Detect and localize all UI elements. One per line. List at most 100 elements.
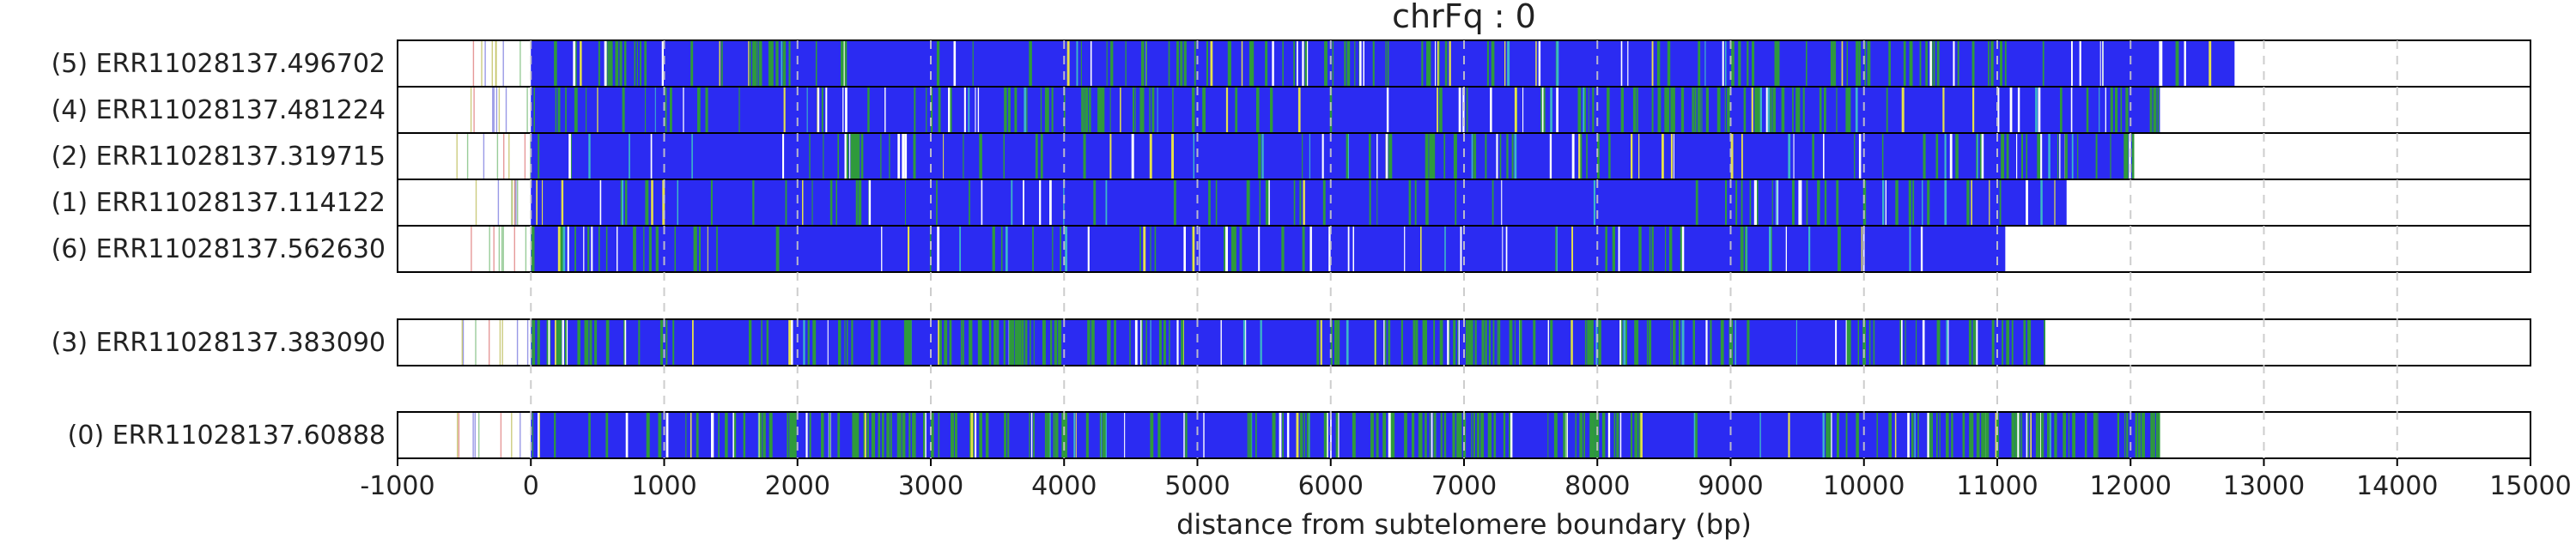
rows-layer: (5) ERR11028137.496702 (4) ERR11028137.48… bbox=[52, 39, 2531, 459]
repeat-variant-stripe bbox=[980, 412, 982, 458]
repeat-variant-stripe bbox=[781, 40, 783, 87]
repeat-variant-stripe bbox=[1806, 40, 1807, 87]
repeat-variant-stripe bbox=[1620, 40, 1623, 87]
repeat-variant-stripe bbox=[1735, 179, 1738, 226]
repeat-variant-stripe bbox=[672, 319, 675, 366]
repeat-variant-stripe bbox=[2097, 412, 2099, 458]
repeat-variant-stripe bbox=[1646, 319, 1649, 366]
repeat-variant-stripe bbox=[1598, 319, 1601, 366]
repeat-variant-stripe bbox=[871, 319, 874, 366]
repeat-variant-stripe bbox=[1876, 412, 1878, 458]
repeat-variant-stripe bbox=[1571, 226, 1573, 272]
repeat-variant-stripe bbox=[851, 319, 854, 366]
repeat-variant-stripe bbox=[1433, 319, 1436, 366]
repeat-variant-stripe bbox=[1376, 412, 1379, 458]
repeat-variant-stripe bbox=[1976, 412, 1980, 458]
repeat-variant-stripe bbox=[1073, 412, 1075, 458]
repeat-variant-stripe bbox=[1627, 40, 1629, 87]
prefix-mark bbox=[513, 179, 516, 226]
repeat-variant-stripe bbox=[863, 412, 865, 458]
repeat-variant-stripe bbox=[1444, 40, 1448, 87]
repeat-variant-stripe bbox=[1374, 319, 1376, 366]
repeat-variant-stripe bbox=[821, 87, 823, 133]
repeat-variant-stripe bbox=[1578, 133, 1581, 179]
repeat-variant-stripe bbox=[960, 319, 963, 366]
read-label: (4) ERR11028137.481224 bbox=[52, 95, 386, 125]
repeat-variant-stripe bbox=[1901, 319, 1903, 366]
repeat-variant-stripe bbox=[1845, 319, 1848, 366]
repeat-variant-stripe bbox=[1929, 412, 1932, 458]
repeat-variant-stripe bbox=[1151, 87, 1155, 133]
repeat-variant-stripe bbox=[1042, 319, 1046, 366]
repeat-variant-stripe bbox=[853, 412, 856, 458]
repeat-variant-stripe bbox=[1997, 87, 2000, 133]
repeat-variant-stripe bbox=[908, 226, 910, 272]
repeat-variant-stripe bbox=[1202, 87, 1206, 133]
repeat-variant-stripe bbox=[1415, 319, 1419, 366]
repeat-variant-stripe bbox=[1270, 87, 1273, 133]
repeat-variant-stripe bbox=[1563, 412, 1565, 458]
repeat-variant-stripe bbox=[1593, 179, 1595, 226]
repeat-variant-stripe bbox=[1903, 40, 1906, 87]
read-row: (0) ERR11028137.60888 bbox=[68, 411, 2531, 459]
repeat-variant-stripe bbox=[1242, 319, 1246, 366]
prefix-mark bbox=[461, 319, 463, 366]
repeat-variant-stripe bbox=[1672, 87, 1675, 133]
repeat-variant-stripe bbox=[1003, 319, 1005, 366]
repeat-variant-stripe bbox=[1498, 319, 1501, 366]
repeat-variant-stripe bbox=[977, 319, 980, 366]
repeat-variant-stripe bbox=[624, 179, 628, 226]
prefix-mark bbox=[516, 319, 519, 366]
repeat-variant-stripe bbox=[738, 87, 740, 133]
repeat-variant-stripe bbox=[769, 412, 771, 458]
repeat-variant-stripe bbox=[1505, 226, 1508, 272]
repeat-variant-stripe bbox=[1547, 319, 1549, 366]
repeat-variant-stripe bbox=[1547, 412, 1549, 458]
repeat-variant-stripe bbox=[1976, 133, 1978, 179]
repeat-variant-stripe bbox=[1150, 226, 1151, 272]
repeat-variant-stripe bbox=[1452, 412, 1455, 458]
repeat-variant-stripe bbox=[1060, 226, 1061, 272]
repeat-variant-stripe bbox=[1854, 133, 1856, 179]
repeat-variant-stripe bbox=[1044, 412, 1047, 458]
repeat-variant-stripe bbox=[938, 87, 941, 133]
repeat-variant-stripe bbox=[1670, 87, 1673, 133]
repeat-variant-stripe bbox=[1927, 412, 1929, 458]
repeat-variant-stripe bbox=[1894, 412, 1897, 458]
repeat-variant-stripe bbox=[768, 40, 772, 87]
repeat-variant-stripe bbox=[1109, 133, 1112, 179]
repeat-variant-stripe bbox=[1176, 40, 1179, 87]
repeat-variant-stripe bbox=[1388, 319, 1391, 366]
repeat-variant-stripe bbox=[1048, 412, 1051, 458]
repeat-variant-stripe bbox=[880, 133, 882, 179]
repeat-variant-stripe bbox=[1858, 133, 1862, 179]
repeat-variant-stripe bbox=[1346, 40, 1351, 87]
repeat-variant-stripe bbox=[1050, 319, 1053, 366]
read-row: (2) ERR11028137.319715 bbox=[52, 132, 2531, 180]
repeat-variant-stripe bbox=[2159, 40, 2161, 87]
repeat-variant-stripe bbox=[1730, 133, 1734, 179]
repeat-variant-stripe bbox=[748, 40, 750, 87]
repeat-variant-stripe bbox=[1134, 87, 1136, 133]
repeat-variant-stripe bbox=[577, 319, 580, 366]
repeat-variant-stripe bbox=[1474, 319, 1477, 366]
repeat-variant-stripe bbox=[1738, 40, 1741, 87]
repeat-variant-stripe bbox=[1826, 412, 1830, 458]
repeat-variant-stripe bbox=[1488, 319, 1491, 366]
repeat-variant-stripe bbox=[760, 412, 762, 458]
repeat-variant-stripe bbox=[1620, 87, 1624, 133]
repeat-variant-stripe bbox=[621, 40, 623, 87]
repeat-variant-stripe bbox=[2126, 412, 2129, 458]
repeat-variant-stripe bbox=[1589, 412, 1593, 458]
repeat-variant-stripe bbox=[1005, 226, 1008, 272]
repeat-variant-stripe bbox=[829, 179, 833, 226]
repeat-variant-stripe bbox=[1538, 40, 1541, 87]
repeat-variant-stripe bbox=[1680, 226, 1684, 272]
prefix-mark bbox=[462, 319, 465, 366]
repeat-variant-stripe bbox=[1035, 133, 1038, 179]
repeat-variant-stripe bbox=[1802, 87, 1805, 133]
repeat-variant-stripe bbox=[1819, 87, 1822, 133]
repeat-variant-stripe bbox=[1927, 179, 1930, 226]
repeat-variant-stripe bbox=[2027, 319, 2032, 366]
